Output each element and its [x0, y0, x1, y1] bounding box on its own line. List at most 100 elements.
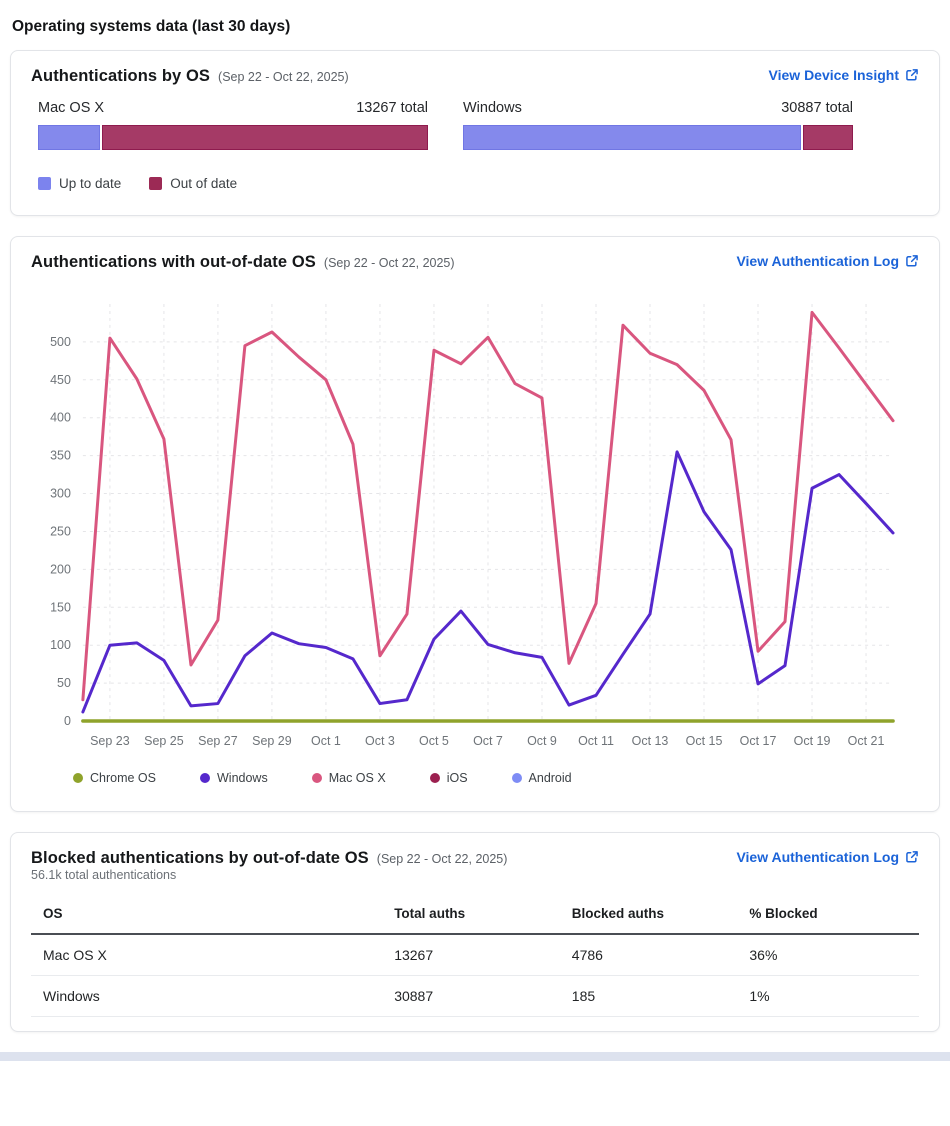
- stacked-bars-row: Mac OS X 13267 total Windows 30887 total: [31, 100, 919, 150]
- legend-label: Chrome OS: [90, 770, 156, 785]
- external-link-icon: [906, 255, 918, 267]
- date-range: (Sep 22 - Oct 22, 2025): [323, 256, 455, 270]
- card-title-wrap: Authentications with out-of-date OS (Sep…: [31, 253, 455, 272]
- card-auth-by-os: Authentications by OS (Sep 22 - Oct 22, …: [10, 50, 940, 216]
- card-title-wrap: Authentications by OS (Sep 22 - Oct 22, …: [31, 67, 349, 86]
- card-title: Authentications by OS: [31, 67, 211, 85]
- bar-os-label: Windows: [463, 100, 522, 116]
- svg-text:200: 200: [50, 562, 71, 576]
- bottom-strip: [0, 1051, 950, 1061]
- legend-swatch-icon: [149, 177, 163, 190]
- legend-dot-icon: [73, 772, 83, 783]
- bar-segment-out-of-date[interactable]: [802, 125, 853, 150]
- external-link-icon: [906, 69, 918, 81]
- svg-text:Sep 25: Sep 25: [144, 734, 184, 748]
- svg-text:Sep 29: Sep 29: [252, 734, 292, 748]
- view-authentication-log-link[interactable]: View Authentication Log: [736, 849, 919, 865]
- bar-segment-up-to-date[interactable]: [463, 125, 801, 150]
- stacked-bar-windows[interactable]: [463, 125, 853, 150]
- page: Operating systems data (last 30 days) Au…: [10, 18, 940, 1032]
- svg-text:Oct 1: Oct 1: [311, 734, 341, 748]
- table-cell: 30887: [386, 975, 564, 1017]
- legend-label: iOS: [446, 770, 468, 785]
- column-header-blocked-auths: Blocked auths: [563, 895, 742, 935]
- svg-text:Oct 13: Oct 13: [632, 734, 669, 748]
- column-header-total-auths: Total auths: [386, 895, 564, 935]
- table-row-mac-os-x: Mac OS X 13267 4786 36%: [31, 933, 919, 976]
- link-label: View Device Insight: [768, 67, 899, 83]
- legend-label: Mac OS X: [328, 770, 386, 785]
- bar-segment-up-to-date[interactable]: [38, 125, 101, 150]
- legend-dot-icon: [200, 772, 210, 783]
- os-bar-group-macosx: Mac OS X 13267 total: [38, 100, 428, 150]
- column-header-os: OS: [31, 895, 387, 935]
- table-header-row: OS Total auths Blocked auths% Blocked: [31, 895, 919, 935]
- svg-text:Oct 21: Oct 21: [848, 734, 885, 748]
- table-cell: 185: [563, 975, 742, 1017]
- svg-text:50: 50: [57, 676, 71, 690]
- svg-text:250: 250: [50, 524, 71, 538]
- table-cell: 13267: [386, 933, 564, 976]
- card-blocked-auths: Blocked authentications by out-of-date O…: [10, 831, 940, 1032]
- svg-text:Oct 7: Oct 7: [473, 734, 503, 748]
- legend-item-android[interactable]: Android: [511, 770, 572, 785]
- legend-dot-icon: [511, 772, 522, 783]
- table-cell: Windows: [31, 975, 387, 1017]
- svg-text:Oct 17: Oct 17: [740, 734, 777, 748]
- legend-label: Windows: [217, 770, 268, 785]
- bar-label-row: Windows 30887 total: [463, 100, 853, 116]
- legend-item-mac-os-x[interactable]: Mac OS X: [311, 770, 386, 785]
- legend-item-ios[interactable]: iOS: [429, 770, 468, 785]
- bar-legend: Up to date Out of date: [31, 176, 919, 191]
- link-label: View Authentication Log: [736, 253, 899, 269]
- svg-text:Oct 19: Oct 19: [794, 734, 831, 748]
- svg-text:500: 500: [50, 335, 71, 349]
- svg-text:Sep 23: Sep 23: [90, 734, 130, 748]
- view-authentication-log-link[interactable]: View Authentication Log: [736, 253, 919, 269]
- table-cell: Mac OS X: [31, 933, 387, 976]
- stacked-bar-macosx[interactable]: [38, 125, 428, 150]
- legend-swatch-icon: [38, 177, 51, 190]
- chart-legend: Chrome OS Windows Mac OS X iOS Android: [31, 771, 919, 785]
- svg-text:0: 0: [64, 714, 71, 728]
- date-range: (Sep 22 - Oct 22, 2025): [376, 851, 508, 866]
- link-label: View Authentication Log: [736, 848, 899, 865]
- legend-item-out-of-date: Out of date: [149, 176, 237, 191]
- blocked-auths-table: OS Total auths Blocked auths% Blocked Mac …: [31, 895, 919, 1017]
- legend-item-up-to-date: Up to date: [38, 176, 121, 191]
- svg-text:400: 400: [50, 411, 71, 425]
- bar-label-row: Mac OS X 13267 total: [38, 100, 428, 116]
- column-header-blocked: % Blocked: [741, 895, 919, 935]
- bar-segment-out-of-date[interactable]: [102, 125, 428, 150]
- bar-total-label: 13267 total: [356, 100, 428, 116]
- table-cell: 1%: [741, 975, 919, 1017]
- legend-item-chrome-os[interactable]: Chrome OS: [73, 771, 156, 785]
- svg-text:100: 100: [50, 638, 71, 652]
- date-range: (Sep 22 - Oct 22, 2025): [218, 70, 349, 84]
- table-cell: 4786: [563, 933, 742, 976]
- card-title: Authentications with out-of-date OS: [31, 253, 316, 271]
- legend-label: Up to date: [59, 176, 122, 191]
- legend-label: Out of date: [170, 176, 238, 191]
- svg-text:300: 300: [50, 487, 71, 501]
- svg-text:Oct 11: Oct 11: [578, 734, 614, 748]
- legend-dot-icon: [429, 772, 440, 783]
- card-title-wrap: Blocked authentications by out-of-date O…: [31, 849, 507, 868]
- legend-label: Android: [528, 770, 572, 785]
- view-device-insight-link[interactable]: View Device Insight: [769, 67, 919, 83]
- out-of-date-os-line-chart[interactable]: Sep 23 Sep 25 Sep 27 Sep 29 Oct 1 Oct 3 Oct 5 O…: [31, 286, 919, 761]
- card-head: Authentications by OS (Sep 22 - Oct 22, …: [31, 67, 919, 86]
- table-row-windows: Windows 30887 185 1%: [31, 975, 919, 1017]
- table-cell: 36%: [741, 933, 919, 976]
- svg-text:350: 350: [50, 449, 71, 463]
- legend-dot-icon: [311, 772, 322, 783]
- card-head: Authentications with out-of-date OS (Sep…: [31, 253, 919, 272]
- os-bar-group-windows: Windows 30887 total: [463, 100, 853, 150]
- legend-item-windows[interactable]: Windows: [200, 771, 268, 785]
- svg-text:Sep 27: Sep 27: [198, 734, 238, 748]
- total-authentications-subtitle: 56.1k total authentications: [31, 867, 177, 882]
- card-head: Blocked authentications by out-of-date O…: [31, 849, 919, 868]
- svg-text:150: 150: [50, 600, 71, 614]
- card-out-of-date-chart: Authentications with out-of-date OS (Sep…: [10, 236, 940, 812]
- svg-text:Oct 15: Oct 15: [686, 734, 723, 748]
